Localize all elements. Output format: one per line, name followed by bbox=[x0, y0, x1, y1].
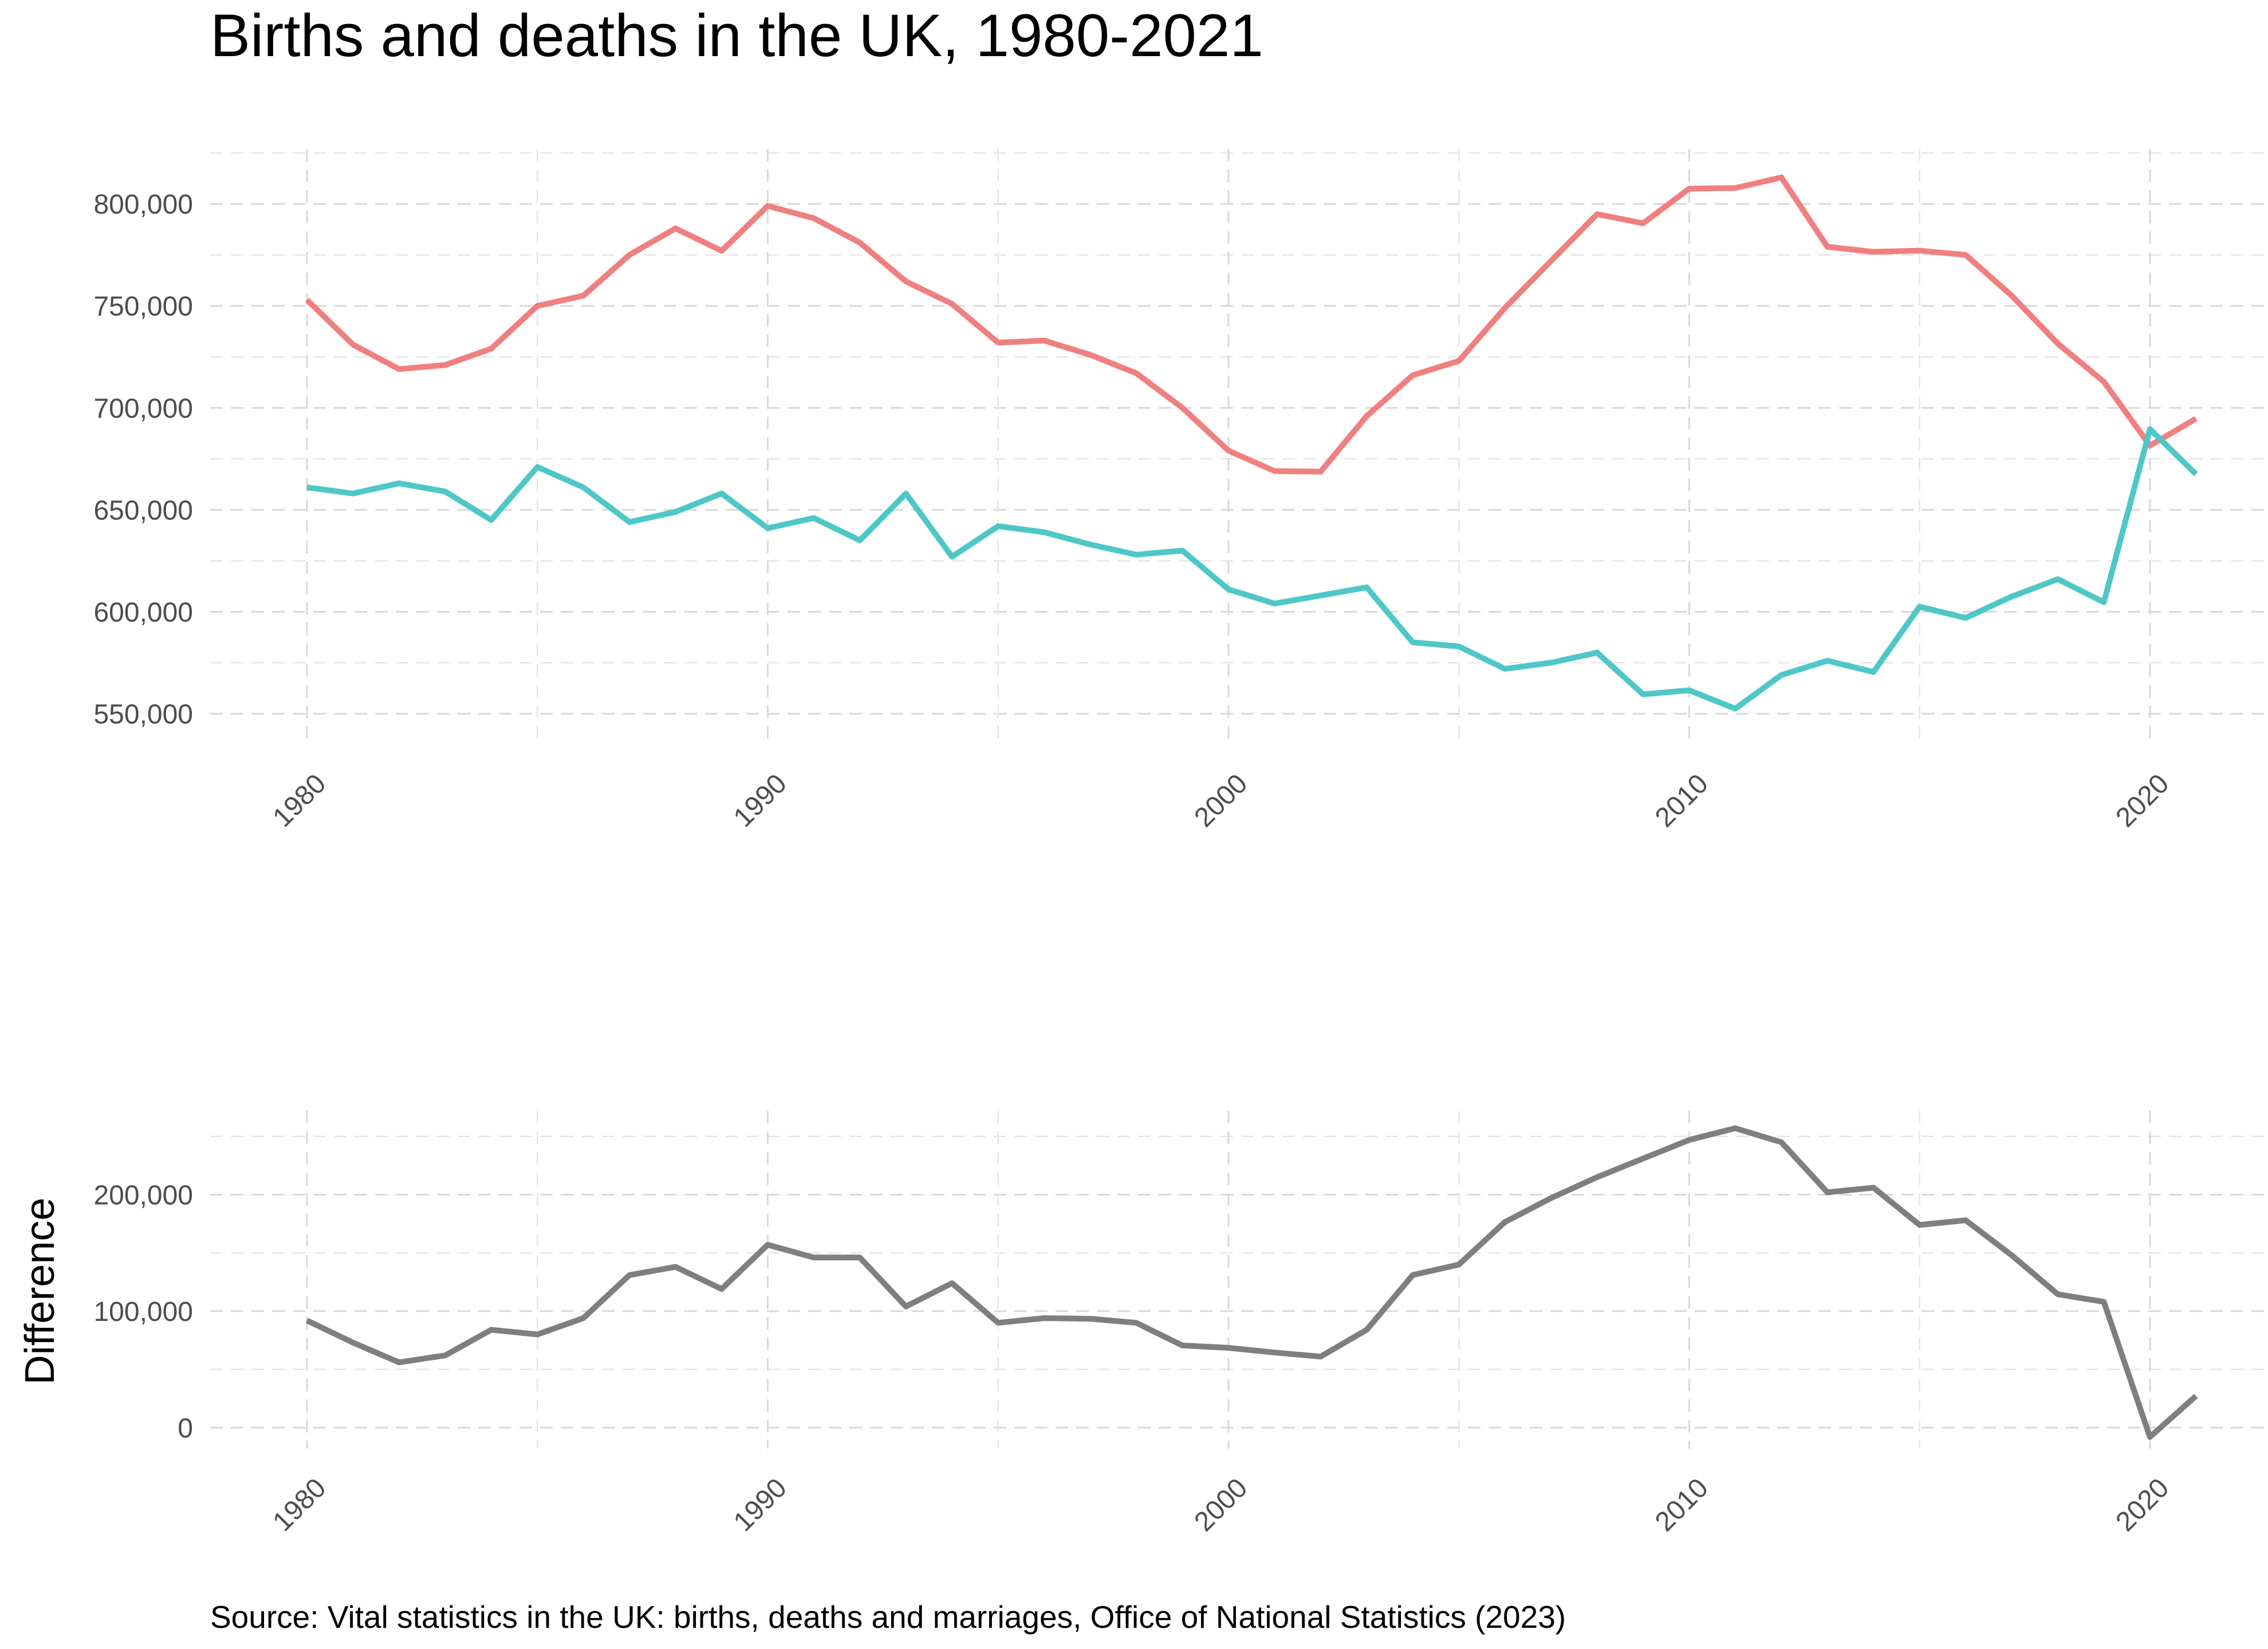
difference-gridlines bbox=[210, 1111, 2265, 1449]
births-deaths-x-tick-label: 1980 bbox=[267, 768, 332, 833]
births-deaths-y-tick-label: 800,000 bbox=[93, 190, 193, 220]
births-deaths-y-tick-label: 600,000 bbox=[93, 597, 193, 628]
deaths-line bbox=[306, 426, 2198, 712]
births-deaths-y-tick-label: 550,000 bbox=[93, 700, 193, 730]
births-deaths-x-tick-label: 2000 bbox=[1188, 768, 1253, 833]
difference-x-tick-label: 2020 bbox=[2110, 1473, 2175, 1537]
source-caption: Source: Vital statistics in the UK: birt… bbox=[210, 1599, 1566, 1635]
difference-y-axis-title: Difference bbox=[17, 1198, 63, 1385]
difference-y-tick-label: 200,000 bbox=[93, 1180, 193, 1210]
difference-x-tick-label: 2010 bbox=[1649, 1473, 1714, 1537]
difference-panel: 0 100,000 200,000 1980 1990 2000 2010 2020 Diffe… bbox=[17, 1111, 2265, 1537]
chart-title: Births and deaths in the UK, 1980-2021 bbox=[210, 2, 1263, 69]
births-deaths-y-tick-label: 700,000 bbox=[93, 393, 193, 424]
births-deaths-x-tick-label: 2020 bbox=[2110, 768, 2175, 833]
difference-x-tick-label: 2000 bbox=[1188, 1473, 1253, 1537]
births-deaths-y-tick-label: 750,000 bbox=[93, 291, 193, 322]
difference-y-tick-label: 0 bbox=[178, 1413, 193, 1443]
births-deaths-y-tick-label: 650,000 bbox=[93, 495, 193, 526]
difference-y-tick-label: 100,000 bbox=[93, 1297, 193, 1327]
difference-line bbox=[305, 1125, 2198, 1440]
births-deaths-x-tick-label: 1990 bbox=[728, 768, 793, 833]
births-deaths-gridlines bbox=[210, 149, 2265, 744]
difference-x-tick-label: 1980 bbox=[267, 1473, 332, 1537]
difference-x-tick-label: 1990 bbox=[728, 1473, 793, 1537]
births-deaths-panel: 550,000 600,000 650,000 700,000 750,000 800,0… bbox=[93, 149, 2265, 833]
births-deaths-x-tick-label: 2010 bbox=[1649, 768, 1714, 833]
births-line bbox=[305, 174, 2198, 475]
